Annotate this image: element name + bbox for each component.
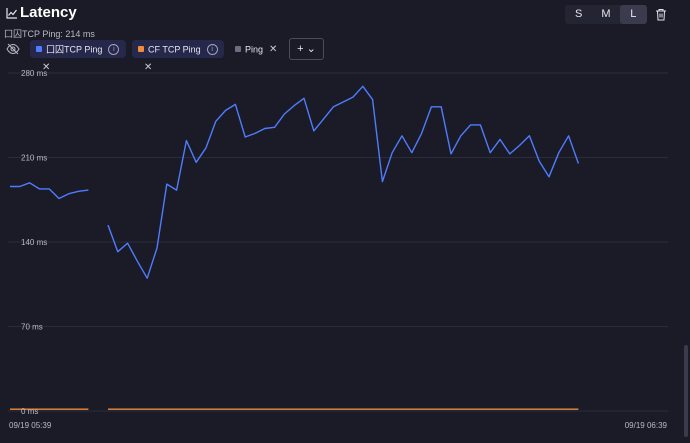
series-color-swatch (235, 45, 241, 52)
close-icon[interactable]: ✕ (269, 43, 278, 55)
series-chip-cf-tcp-ping[interactable]: CF TCP Ping i ✕ (132, 40, 224, 73)
series-filter-bar: 囗囚TCP Ping i ✕ CF TCP Ping i ✕ Ping ✕ + ⌄ (0, 37, 690, 73)
series-line-0-segment-0[interactable] (10, 182, 89, 200)
series-line-0-segment-1[interactable] (107, 85, 580, 279)
x-tick-label: 09/19 05:39 (9, 421, 52, 430)
series-color-swatch (36, 45, 42, 52)
scrollbar[interactable] (684, 345, 688, 437)
chart-title: Latency (20, 4, 77, 21)
close-icon[interactable]: ✕ (144, 62, 153, 74)
chart-lines (10, 85, 580, 410)
y-axis: 280 ms 210 ms 140 ms 70 ms 0 ms (21, 69, 47, 416)
series-chip-tcp-ping[interactable]: 囗囚TCP Ping i ✕ (30, 40, 126, 73)
size-l-button[interactable]: L (619, 5, 647, 24)
y-tick-label: 210 ms (21, 154, 47, 163)
eye-off-icon[interactable] (6, 43, 20, 55)
series-chip-label: Ping (245, 44, 264, 55)
series-chip-ping[interactable]: Ping ✕ (229, 40, 283, 58)
current-value-summary: 囗囚TCP Ping: 214 ms (4, 29, 95, 39)
size-toggle: S M L (565, 5, 647, 24)
chart-grid (8, 72, 668, 412)
series-chip-label: 囗囚TCP Ping (46, 44, 103, 55)
series-chip-label: CF TCP Ping (148, 44, 201, 55)
size-s-button[interactable]: S (574, 8, 583, 20)
chart-header: Latency S M L (0, 0, 690, 28)
info-icon[interactable]: i (206, 44, 218, 56)
x-axis: 09/19 05:39 09/19 06:39 (9, 421, 668, 430)
y-tick-label: 0 ms (21, 407, 38, 416)
add-series-button[interactable]: + ⌄ (289, 38, 324, 60)
y-tick-label: 140 ms (21, 238, 47, 247)
trash-icon[interactable] (655, 8, 667, 21)
size-m-button[interactable]: M (601, 8, 611, 20)
series-color-swatch (138, 45, 144, 52)
y-tick-label: 280 ms (21, 69, 47, 78)
close-icon[interactable]: ✕ (42, 62, 51, 74)
line-chart-icon (6, 8, 17, 19)
x-tick-label: 09/19 06:39 (625, 421, 668, 430)
info-icon[interactable]: i (108, 44, 120, 56)
y-tick-label: 70 ms (21, 323, 43, 332)
